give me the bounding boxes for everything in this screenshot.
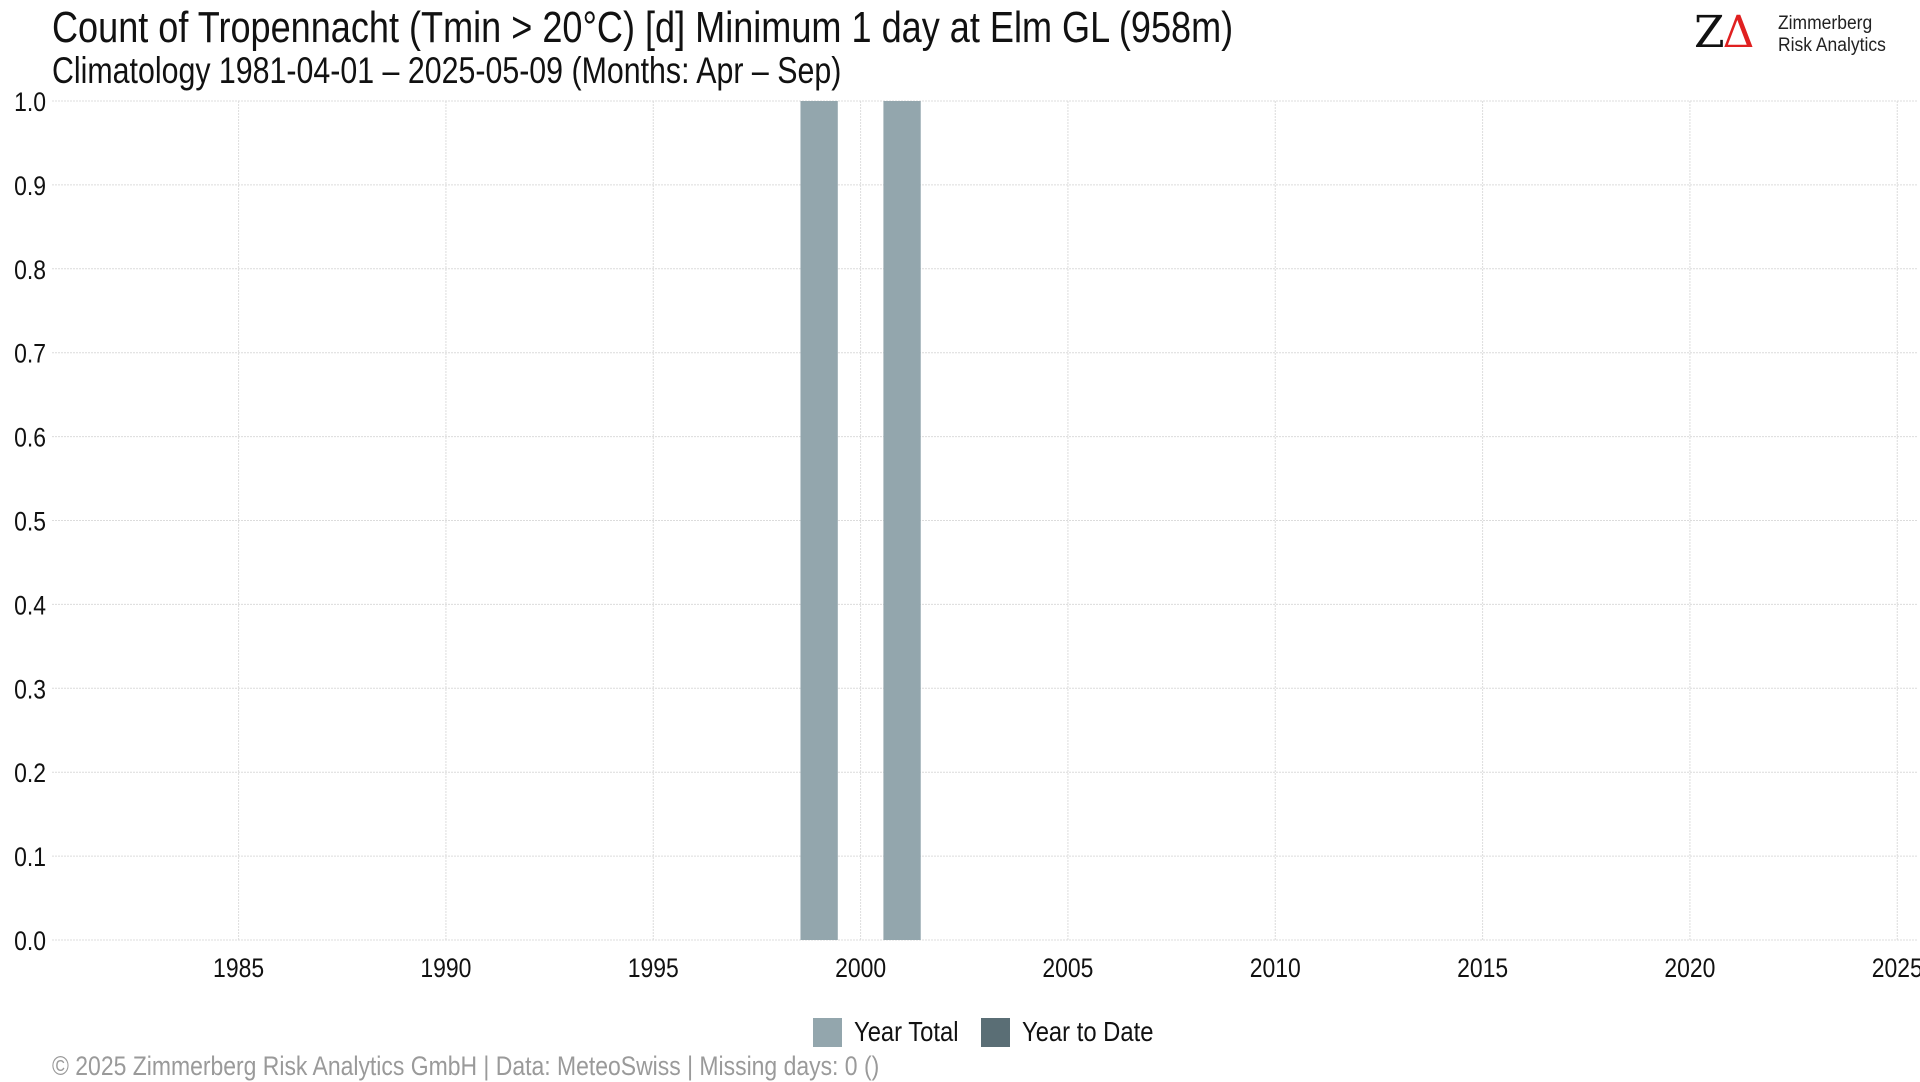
bar-year-total	[883, 101, 921, 940]
logo-name: Zimmerberg Risk Analytics	[1778, 13, 1886, 57]
bar-year-total	[800, 101, 838, 940]
chart-title: Count of Tropennacht (Tmin > 20°C) [d] M…	[52, 3, 1234, 52]
copyright-footer: © 2025 Zimmerberg Risk Analytics GmbH | …	[52, 1051, 880, 1081]
legend-swatch-year-total	[813, 1017, 842, 1047]
x-tick-label: 2025	[1872, 953, 1920, 983]
chart-subtitle: Climatology 1981-04-01 – 2025-05-09 (Mon…	[52, 50, 842, 91]
legend-item-year-to-date: Year to Date	[981, 1016, 1165, 1048]
company-logo: ZΔ Zimmerberg Risk Analytics	[1694, 7, 1894, 60]
y-tick-label: 0.3	[14, 675, 46, 705]
x-tick-label: 2015	[1457, 953, 1508, 983]
legend-label-year-to-date: Year to Date	[1022, 1016, 1154, 1047]
legend-item-year-total: Year Total	[813, 1016, 965, 1048]
y-tick-label: 0.0	[14, 926, 46, 956]
y-tick-label: 0.7	[14, 339, 46, 369]
x-tick-label: 2010	[1250, 953, 1301, 983]
x-tick-label: 2005	[1042, 953, 1093, 983]
legend-label-year-total: Year Total	[854, 1016, 959, 1047]
x-tick-label: 2000	[835, 953, 886, 983]
logo-line-1: Zimmerberg	[1778, 13, 1873, 34]
y-tick-label: 0.4	[14, 591, 46, 621]
x-tick-label: 1990	[420, 953, 471, 983]
legend-swatch-year-to-date	[981, 1017, 1010, 1047]
x-tick-label: 1995	[628, 953, 679, 983]
y-tick-label: 0.1	[14, 842, 46, 872]
x-tick-label: 1985	[213, 953, 264, 983]
logo-mark-icon: ZΔ	[1694, 7, 1755, 58]
logo-line-2: Risk Analytics	[1778, 35, 1886, 56]
y-tick-label: 0.5	[14, 507, 46, 537]
chart-legend: Year Total Year to Date	[813, 1016, 1165, 1048]
y-tick-label: 1.0	[14, 87, 46, 117]
y-tick-label: 0.9	[14, 171, 46, 201]
x-tick-label: 2020	[1664, 953, 1715, 983]
y-tick-label: 0.6	[14, 423, 46, 453]
y-tick-label: 0.2	[14, 758, 46, 788]
y-tick-label: 0.8	[14, 255, 46, 285]
